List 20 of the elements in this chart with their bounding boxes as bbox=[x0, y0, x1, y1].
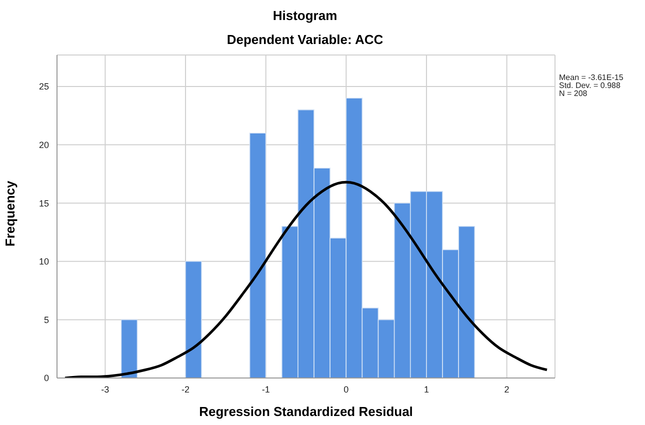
x-tick-label: -1 bbox=[262, 384, 270, 394]
x-tick-label: 2 bbox=[504, 384, 510, 394]
line-series bbox=[64, 181, 548, 378]
x-tick-label: 1 bbox=[424, 384, 429, 394]
chart-title: Histogram bbox=[272, 8, 338, 23]
y-tick-label: 10 bbox=[38, 256, 49, 267]
x-tick-label: -2 bbox=[182, 384, 190, 394]
text: Mean = -3.61E-15 bbox=[559, 73, 624, 82]
y-tick-label: 20 bbox=[38, 140, 49, 150]
y-tick-label: 5 bbox=[44, 314, 49, 325]
y-axis-title: Frequency bbox=[2, 180, 18, 246]
chart-subtitle: Dependent Variable: ACC bbox=[226, 32, 384, 47]
y-tick-label: 25 bbox=[38, 82, 49, 92]
x-tick-label: 0 bbox=[344, 384, 349, 394]
x-tick-label: -3 bbox=[101, 384, 110, 394]
y-tick-label: 0 bbox=[44, 373, 49, 384]
x-axis-title: Regression Standardized Residual bbox=[199, 404, 413, 419]
text: Std. Dev. = 0.988 bbox=[559, 81, 622, 90]
y-tick-label: 15 bbox=[38, 198, 49, 208]
text: N = 208 bbox=[559, 89, 588, 98]
